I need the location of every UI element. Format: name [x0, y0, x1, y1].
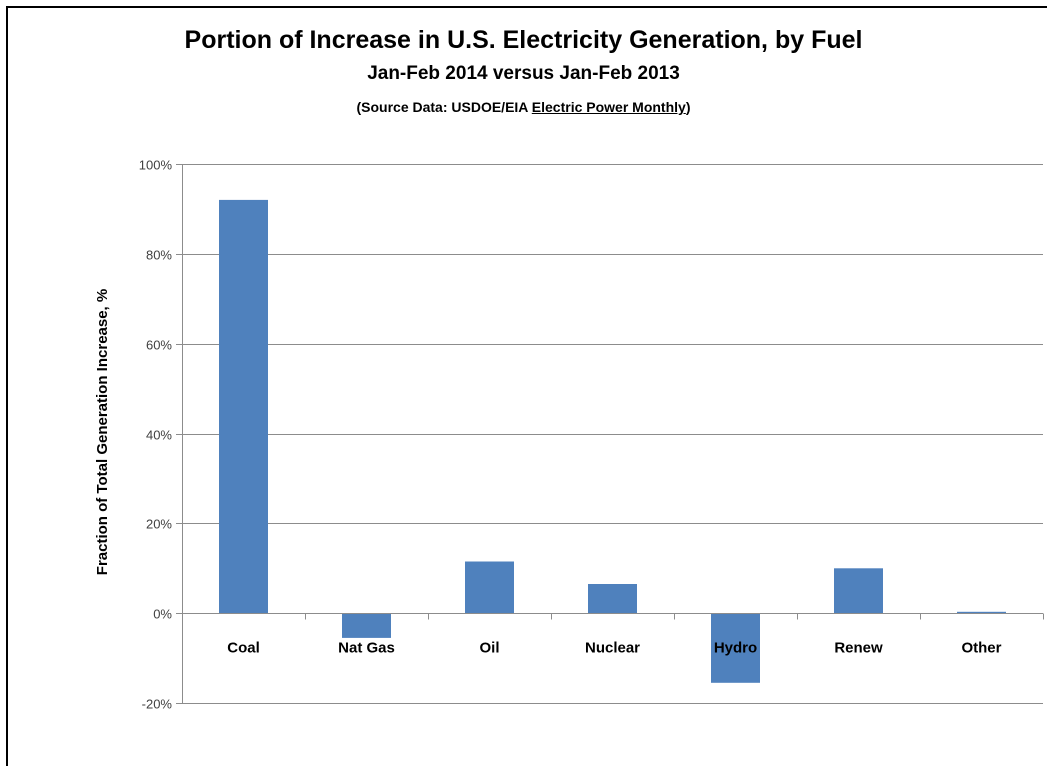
- y-tick-label: 60%: [146, 338, 172, 353]
- y-tick-label: 0%: [153, 607, 172, 622]
- bar-nat-gas: [342, 613, 391, 638]
- x-category-label: Nuclear: [585, 640, 640, 657]
- x-category-label: Oil: [479, 640, 499, 657]
- axes: [176, 164, 1044, 704]
- gridlines: [182, 164, 1043, 704]
- y-tick-label: 40%: [146, 428, 172, 443]
- y-tick-label: 80%: [146, 248, 172, 263]
- x-category-label: Nat Gas: [338, 640, 395, 657]
- source-suffix: ): [685, 99, 691, 115]
- chart-source-note: (Source Data: USDOE/EIA Electric Power M…: [0, 99, 1047, 115]
- chart-frame: [6, 6, 1047, 766]
- bar-renew: [834, 568, 883, 614]
- bar-other: [957, 611, 1006, 614]
- x-category-label: Hydro: [714, 640, 757, 657]
- bar-coal: [219, 199, 268, 614]
- y-axis-title: Fraction of Total Generation Increase, %: [94, 289, 111, 575]
- axis-labels: -20% 0% 20% 40% 60% 80% 100% Coal Nat Gas Oil Nucl…: [139, 158, 1002, 712]
- source-publication: Electric Power Monthly: [531, 99, 686, 115]
- x-category-label: Coal: [227, 640, 260, 657]
- chart-subtitle: Jan-Feb 2014 versus Jan-Feb 2013: [367, 63, 680, 84]
- y-tick-label: -20%: [142, 697, 173, 712]
- bar-hydro: [711, 613, 760, 683]
- y-tick-label: 20%: [146, 517, 172, 532]
- chart-title: Portion of Increase in U.S. Electricity …: [184, 26, 863, 54]
- y-tick-label: 100%: [139, 158, 173, 173]
- bar-nuclear: [588, 584, 637, 614]
- x-category-label: Renew: [834, 640, 883, 657]
- source-prefix: (Source Data: USDOE/EIA: [356, 99, 532, 115]
- bars: [219, 199, 1006, 683]
- x-category-label: Other: [961, 640, 1001, 657]
- bar-oil: [465, 561, 514, 614]
